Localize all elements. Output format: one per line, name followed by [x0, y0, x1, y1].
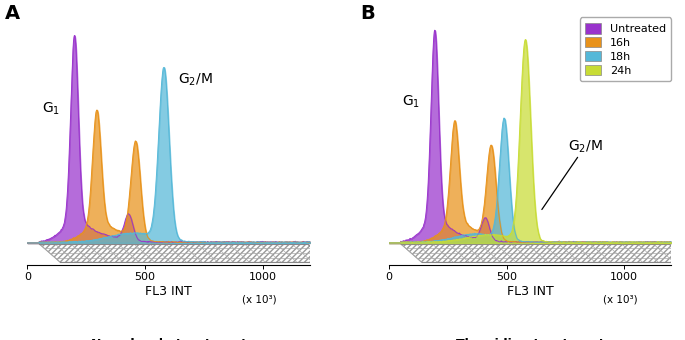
Text: B: B [360, 4, 375, 23]
Text: A: A [5, 4, 20, 23]
Text: Nocodazole treatment: Nocodazole treatment [90, 338, 247, 340]
Legend: Untreated, 16h, 18h, 24h: Untreated, 16h, 18h, 24h [580, 17, 671, 81]
Text: (x 10³): (x 10³) [603, 294, 638, 304]
Polygon shape [401, 244, 685, 262]
Text: G$_2$/M: G$_2$/M [542, 138, 603, 209]
Text: G$_2$/M: G$_2$/M [178, 71, 213, 88]
Text: (x 10³): (x 10³) [242, 294, 276, 304]
Polygon shape [39, 244, 329, 262]
Text: Thymidine treatment: Thymidine treatment [456, 338, 604, 340]
X-axis label: FL3 INT: FL3 INT [145, 285, 192, 298]
X-axis label: FL3 INT: FL3 INT [507, 285, 553, 298]
Text: G$_1$: G$_1$ [402, 94, 420, 110]
Text: G$_1$: G$_1$ [42, 101, 60, 117]
